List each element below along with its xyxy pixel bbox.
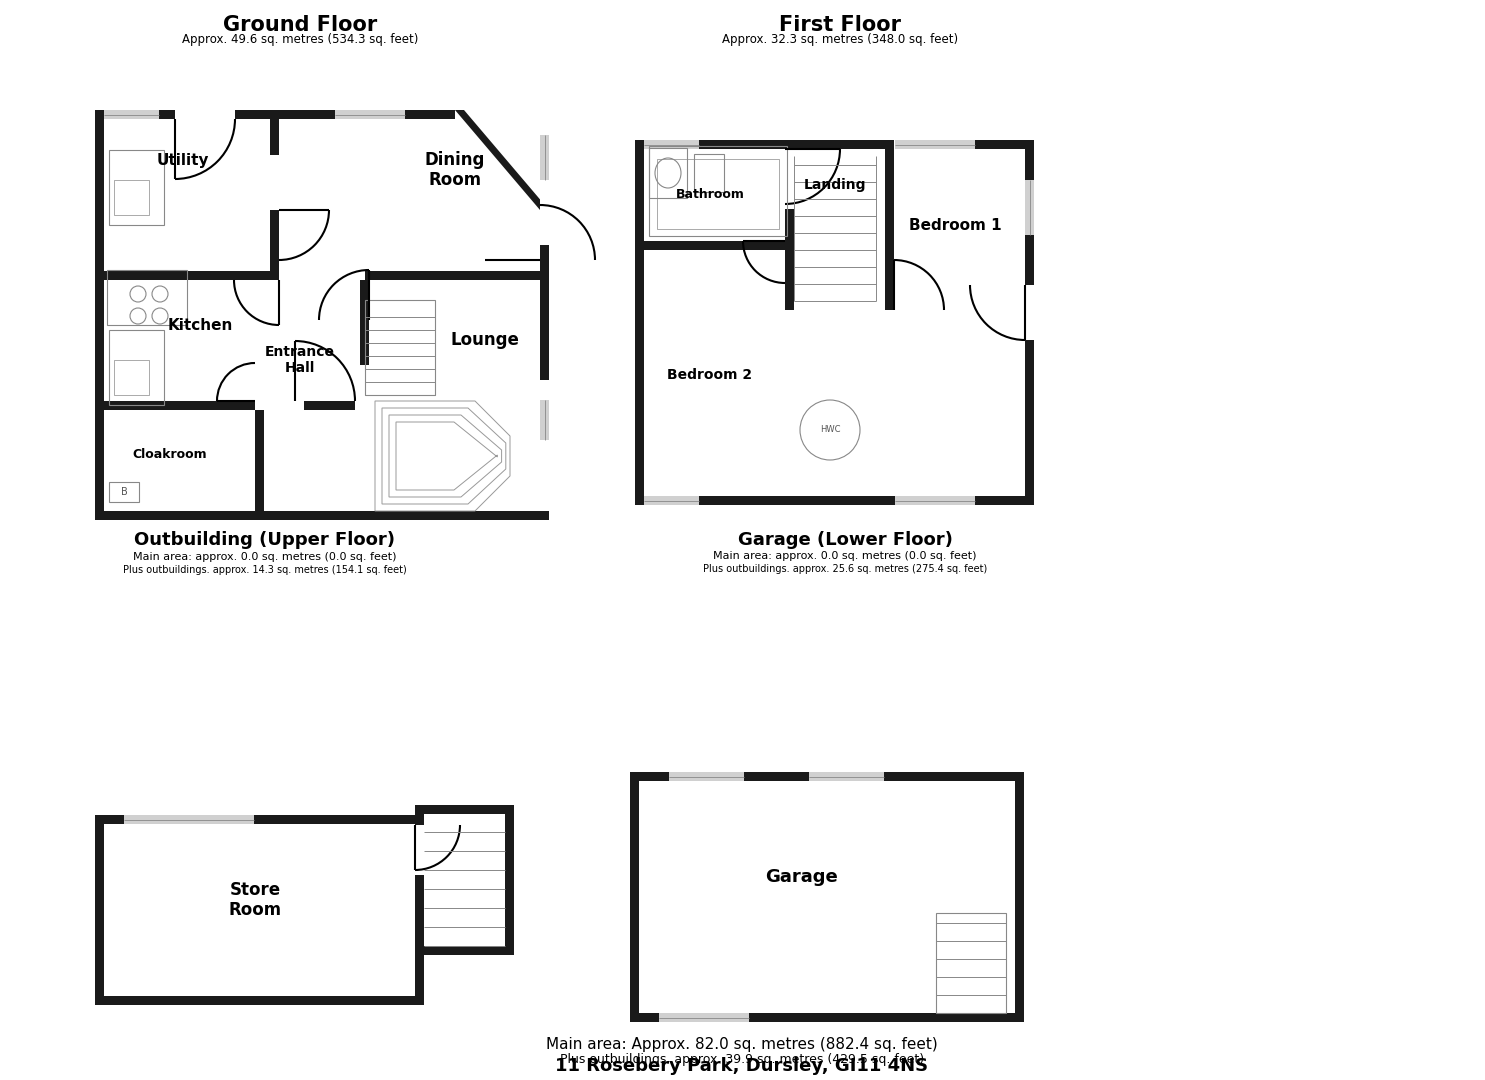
Bar [630,772,639,1022]
Bar [414,805,425,955]
Bar [656,159,780,229]
Bar [541,245,549,365]
Bar [786,149,794,210]
Text: Plus outbuildings, approx. 39.9 sq. metres (429.5 sq. feet): Plus outbuildings, approx. 39.9 sq. metr… [560,1053,924,1067]
Bar [670,772,744,781]
Bar [693,154,725,192]
Bar [1016,772,1025,1022]
Text: Garage (Lower Floor): Garage (Lower Floor) [738,531,952,549]
Bar [255,401,304,410]
Bar [414,946,505,955]
Text: Garage: Garage [766,868,839,886]
Polygon shape [454,110,549,210]
Bar [541,210,549,380]
Bar [1025,180,1034,235]
Bar [659,1013,748,1022]
Bar [255,410,264,519]
Text: Main area: approx. 0.0 sq. metres (0.0 sq. feet): Main area: approx. 0.0 sq. metres (0.0 s… [134,552,396,562]
Text: Approx. 49.6 sq. metres (534.3 sq. feet): Approx. 49.6 sq. metres (534.3 sq. feet) [181,33,419,46]
Text: Lounge: Lounge [450,330,520,349]
Bar [630,1013,1016,1022]
Bar [786,140,794,310]
Bar [649,146,787,237]
Text: Bathroom: Bathroom [676,189,744,202]
Bar [108,482,140,502]
Bar [414,825,425,875]
Bar [936,913,1005,1013]
Bar [108,150,163,225]
Text: 11 Rosebery Park, Dursley, GI11 4NS: 11 Rosebery Park, Dursley, GI11 4NS [555,1057,928,1075]
Bar [365,300,435,395]
Text: Utility: Utility [157,152,209,167]
Bar [95,511,549,519]
Text: Main area: approx. 0.0 sq. metres (0.0 sq. feet): Main area: approx. 0.0 sq. metres (0.0 s… [713,551,977,561]
Bar [895,140,976,149]
Text: Plus outbuildings. approx. 14.3 sq. metres (154.1 sq. feet): Plus outbuildings. approx. 14.3 sq. metr… [123,565,407,575]
Text: Store
Room: Store Room [229,880,282,919]
Text: B: B [120,487,128,497]
Bar [95,815,104,1005]
Bar [270,110,279,280]
Text: HWC: HWC [820,426,841,434]
Bar [270,156,279,210]
Text: Landing: Landing [803,178,866,192]
Bar [630,772,1016,781]
Bar [365,271,549,280]
Bar [644,496,699,505]
Text: Kitchen: Kitchen [168,318,233,333]
Text: Main area: Approx. 82.0 sq. metres (882.4 sq. feet): Main area: Approx. 82.0 sq. metres (882.… [546,1038,939,1053]
Bar [895,496,976,505]
Bar [414,815,425,1005]
Text: Outbuilding (Upper Floor): Outbuilding (Upper Floor) [135,531,395,549]
Text: Entrance
Hall: Entrance Hall [264,345,336,375]
Bar [359,280,368,365]
Bar [644,140,699,149]
Text: Cloakroom: Cloakroom [132,448,208,461]
Bar [809,772,884,781]
Bar [95,110,104,519]
Bar [95,401,355,410]
Bar [95,110,454,119]
Bar [1025,285,1034,340]
Text: Ground Floor: Ground Floor [223,15,377,35]
Bar [636,140,644,505]
Text: Dining
Room: Dining Room [425,150,486,189]
Bar [541,195,549,245]
Bar [95,271,270,280]
Text: Bedroom 2: Bedroom 2 [667,368,753,382]
Bar [885,140,894,310]
Bar [336,110,405,119]
Bar [505,805,514,955]
Text: First Floor: First Floor [780,15,901,35]
Bar [636,496,1025,505]
Bar [114,360,148,395]
Bar [107,270,187,325]
Bar [636,140,1025,149]
Text: Plus outbuildings. approx. 25.6 sq. metres (275.4 sq. feet): Plus outbuildings. approx. 25.6 sq. metr… [702,564,988,573]
Bar [108,482,140,502]
Text: Approx. 32.3 sq. metres (348.0 sq. feet): Approx. 32.3 sq. metres (348.0 sq. feet) [722,33,958,46]
Bar [541,135,549,180]
Bar [649,148,688,198]
Bar [108,330,163,405]
Bar [541,400,549,440]
Bar [125,815,254,824]
Bar [95,815,414,824]
Bar [1025,140,1034,505]
Bar [175,110,235,119]
Bar [644,241,786,249]
Bar [414,805,505,814]
Text: Bedroom 1: Bedroom 1 [909,217,1001,232]
Bar [114,180,148,215]
Bar [95,996,414,1005]
Bar [104,110,159,119]
Bar [894,140,959,149]
